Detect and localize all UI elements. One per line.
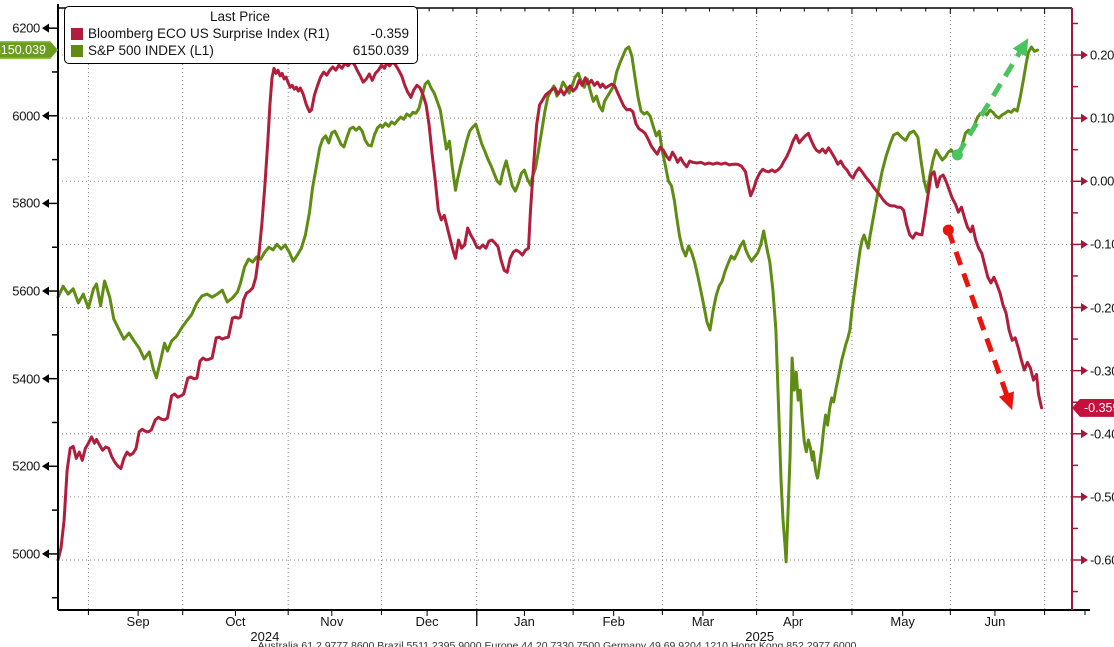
up-arrow-start-dot <box>951 149 963 161</box>
last-price-badge-sp500: 6150.039 <box>0 41 58 59</box>
last-price-badge-eco: -0.359 <box>1072 398 1114 417</box>
x-axis-month-label: Apr <box>783 614 804 629</box>
x-axis-month-label: Dec <box>415 614 439 629</box>
right-axis-label: -0.400 <box>1090 426 1114 442</box>
right-axis-tick-arrow-icon <box>1081 50 1088 60</box>
right-axis-label: -0.100 <box>1090 236 1114 252</box>
left-axis-label: 6200 <box>12 20 40 36</box>
right-axis-label: 0.200 <box>1090 47 1114 63</box>
left-axis-label: 5400 <box>12 371 40 387</box>
x-axis-month-label: Nov <box>320 614 344 629</box>
right-axis-tick-arrow-icon <box>1081 303 1088 313</box>
legend-title: Last Price <box>209 9 271 24</box>
legend-box: Last Price Bloomberg ECO US Surprise Ind… <box>64 6 418 64</box>
x-axis-month-label: Jun <box>984 614 1006 629</box>
right-axis-label: -0.600 <box>1090 552 1114 568</box>
up-arrow <box>955 47 1024 157</box>
sp500-line <box>56 45 1039 564</box>
right-axis-tick-arrow-icon <box>1081 492 1088 502</box>
left-axis-label: 6000 <box>12 108 40 124</box>
x-axis-month-label: Jan <box>513 614 535 629</box>
legend-item-value: 6150.039 <box>352 43 409 58</box>
sp500-series-swatch-icon <box>71 44 83 57</box>
left-axis-label: 5000 <box>12 546 40 562</box>
right-axis-tick-arrow-icon <box>1081 366 1088 376</box>
legend-item-eco-surprise[interactable]: Bloomberg ECO US Surprise Index (R1) -0.… <box>71 25 409 42</box>
left-axis-tick-arrow-icon <box>42 23 49 33</box>
right-axis-label: 0.100 <box>1090 110 1114 126</box>
bloomberg-footer-text: Australia 61 2 9777 8600 Brazil 5511 239… <box>257 640 857 647</box>
x-axis-year-2025: 2025 <box>745 629 775 644</box>
down-arrow-head-icon <box>998 391 1014 411</box>
right-axis-label: 0.000 <box>1090 173 1114 189</box>
left-axis-tick-arrow-icon <box>42 286 49 296</box>
legend-item-sp500[interactable]: S&P 500 INDEX (L1) 6150.039 <box>71 42 409 59</box>
right-axis-tick-arrow-icon <box>1081 429 1088 439</box>
right-axis-tick-arrow-icon <box>1081 176 1088 186</box>
down-arrow <box>945 229 1011 399</box>
x-axis-month-label: Sep <box>126 614 150 629</box>
x-axis-month-label: May <box>890 614 915 629</box>
x-axis-month-label: Feb <box>602 614 625 629</box>
left-axis-tick-arrow-icon <box>42 111 49 121</box>
left-axis-tick-arrow-icon <box>42 461 49 471</box>
left-axis-label: 5200 <box>12 458 40 474</box>
left-axis-label: 5600 <box>12 283 40 299</box>
down-arrow-start-dot <box>942 224 954 236</box>
legend-item-label: Bloomberg ECO US Surprise Index (R1) <box>88 26 330 41</box>
right-axis-label: -0.300 <box>1090 363 1114 379</box>
right-axis-tick-arrow-icon <box>1081 239 1088 249</box>
right-axis-label: -0.200 <box>1090 300 1114 316</box>
x-axis-year-2024: 2024 <box>250 629 280 644</box>
left-axis-tick-arrow-icon <box>42 374 49 384</box>
legend-item-label: S&P 500 INDEX (L1) <box>88 43 214 58</box>
up-arrow-head-icon <box>1012 38 1029 57</box>
x-axis-month-label: Oct <box>225 614 246 629</box>
eco-surprise-line <box>56 60 1044 562</box>
eco-series-swatch-icon <box>71 27 83 40</box>
right-axis-tick-arrow-icon <box>1081 113 1088 123</box>
right-axis-tick-arrow-icon <box>1081 555 1088 565</box>
legend-item-value: -0.359 <box>370 26 409 41</box>
right-axis-label: -0.500 <box>1090 489 1114 505</box>
left-axis-label: 5800 <box>12 195 40 211</box>
left-axis-tick-arrow-icon <box>42 549 49 559</box>
left-axis-tick-arrow-icon <box>42 198 49 208</box>
x-axis-month-label: Mar <box>691 614 715 629</box>
